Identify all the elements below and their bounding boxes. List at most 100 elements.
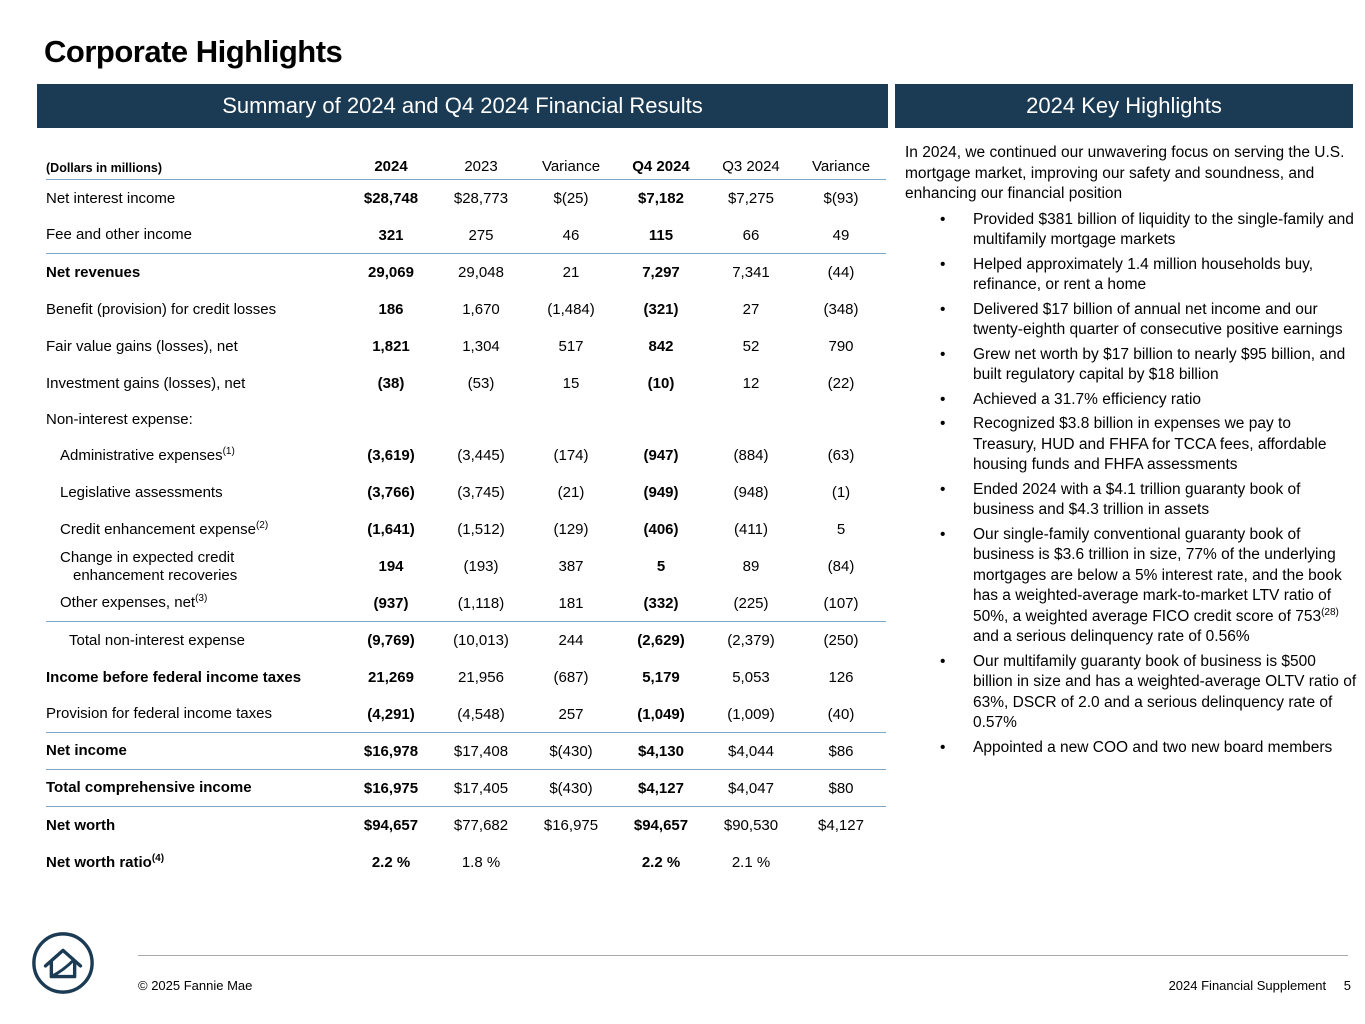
cell-value: (947) xyxy=(643,447,679,464)
column-header: Q3 2024 xyxy=(722,158,780,175)
cell-value: (129) xyxy=(553,521,589,538)
row-label: Net worth ratio(4) xyxy=(46,852,165,871)
cell-value: (3,619) xyxy=(367,447,415,464)
cell-value: 49 xyxy=(832,226,850,244)
cell-value: $77,682 xyxy=(453,817,509,834)
cell-value: 194 xyxy=(378,558,404,575)
cell-value: 244 xyxy=(558,632,584,649)
cell-value: 517 xyxy=(558,338,584,355)
summary-header-label: Summary of 2024 and Q4 2024 Financial Re… xyxy=(222,93,703,118)
cell-value: (1,049) xyxy=(637,705,685,723)
table-row: Benefit (provision) for credit losses 186… xyxy=(46,291,886,328)
row-label: Net worth xyxy=(46,816,116,834)
highlight-item: Our single-family conventional guaranty … xyxy=(940,525,1357,648)
cell-value: (937) xyxy=(373,594,409,612)
highlight-item: Appointed a new COO and two new board me… xyxy=(940,738,1357,759)
cell-value: 52 xyxy=(742,338,760,355)
table-row: Income before federal income taxes 21,269… xyxy=(46,659,886,696)
highlight-item: Our multifamily guaranty book of busines… xyxy=(940,652,1357,734)
highlights-header-label: 2024 Key Highlights xyxy=(1026,93,1222,118)
cell-value: (84) xyxy=(827,558,855,575)
cell-value: (321) xyxy=(643,301,679,318)
cell-value: $28,748 xyxy=(363,190,419,207)
cell-value: $16,975 xyxy=(543,817,599,834)
footer-right: 2024 Financial Supplement 5 xyxy=(1169,978,1351,993)
cell-value: $4,130 xyxy=(638,742,684,760)
cell-value: 1,304 xyxy=(462,338,500,355)
cell-value: (1,009) xyxy=(727,705,775,723)
financial-table-body: Net interest income $28,748 $28,773 $(25) $7… xyxy=(46,180,886,881)
cell-value: (1,641) xyxy=(367,521,415,538)
row-label: Benefit (provision) for credit losses xyxy=(46,300,277,318)
cell-value: (22) xyxy=(827,375,855,392)
cell-value: $(430) xyxy=(549,742,593,760)
cell-value: 89 xyxy=(742,558,760,575)
cell-value: 321 xyxy=(378,226,404,244)
row-label: Other expenses, net(3) xyxy=(60,593,208,612)
cell-value: $7,275 xyxy=(728,190,774,207)
highlights-panel: In 2024, we continued our unwavering foc… xyxy=(895,143,1357,762)
cell-value: 21,956 xyxy=(458,669,504,686)
cell-value: 257 xyxy=(558,705,584,723)
cell-value: $90,530 xyxy=(723,817,779,834)
cell-value: $(430) xyxy=(549,779,593,797)
highlight-item: Helped approximately 1.4 million househo… xyxy=(940,255,1357,296)
cell-value: 790 xyxy=(828,338,854,355)
row-label: Fair value gains (losses), net xyxy=(46,337,238,355)
cell-value: (10,013) xyxy=(453,632,509,649)
highlight-item: Recognized $3.8 billion in expenses we p… xyxy=(940,414,1357,476)
highlight-item: Ended 2024 with a $4.1 trillion guaranty… xyxy=(940,480,1357,521)
footer-divider xyxy=(138,955,1348,956)
row-label: Administrative expenses(1) xyxy=(60,445,235,464)
row-label: Credit enhancement expense(2) xyxy=(60,519,269,538)
cell-value: 5 xyxy=(656,558,666,575)
summary-header-bar: Summary of 2024 and Q4 2024 Financial Re… xyxy=(37,84,888,128)
cell-value: $4,047 xyxy=(728,779,774,797)
cell-value: 126 xyxy=(828,669,854,686)
row-label: Total non-interest expense xyxy=(69,631,245,649)
cell-value: 7,341 xyxy=(732,264,770,281)
cell-value: 21 xyxy=(562,264,580,281)
cell-value: $80 xyxy=(828,779,854,797)
table-row: Investment gains (losses), net (38) (53) 15… xyxy=(46,365,886,402)
cell-value: $(93) xyxy=(823,190,859,207)
table-row: Fair value gains (losses), net 1,821 1,304… xyxy=(46,328,886,365)
cell-value: (250) xyxy=(823,632,859,649)
row-label: Legislative assessments xyxy=(60,483,223,501)
cell-value: $94,657 xyxy=(633,817,689,834)
table-row: Change in expected credit enhancement rec… xyxy=(46,548,886,585)
cell-value: $17,408 xyxy=(453,742,509,760)
cell-value: (40) xyxy=(827,705,855,723)
cell-value: $28,773 xyxy=(453,190,509,207)
row-label: Change in expected credit enhancement rec… xyxy=(60,549,238,584)
cell-value: (63) xyxy=(827,447,855,464)
column-header: 2024 xyxy=(374,158,408,175)
cell-value: 275 xyxy=(468,226,494,244)
table-row: Total non-interest expense (9,769) (10,013… xyxy=(46,622,886,659)
cell-value: $4,127 xyxy=(638,779,684,797)
cell-value: (4,291) xyxy=(367,705,415,723)
page-number: 5 xyxy=(1343,978,1351,993)
cell-value: 5,053 xyxy=(732,669,770,686)
highlight-item: Provided $381 billion of liquidity to th… xyxy=(940,210,1357,251)
highlights-list: Provided $381 billion of liquidity to th… xyxy=(940,210,1357,759)
cell-value: (1,118) xyxy=(457,594,505,612)
cell-value: 115 xyxy=(648,226,674,244)
cell-value: (44) xyxy=(827,264,855,281)
cell-value: 46 xyxy=(562,226,580,244)
cell-value: 12 xyxy=(742,375,760,392)
table-row: Provision for federal income taxes (4,291… xyxy=(46,696,886,733)
cell-value: (53) xyxy=(467,375,495,392)
row-label: Total comprehensive income xyxy=(46,779,252,797)
cell-value: (411) xyxy=(734,521,768,538)
cell-value: (884) xyxy=(733,447,769,464)
cell-value: 181 xyxy=(558,594,584,612)
copyright-text: © 2025 Fannie Mae xyxy=(138,978,253,993)
cell-value: (406) xyxy=(643,521,679,538)
row-label: Non-interest expense: xyxy=(46,410,193,428)
table-row: Net worth ratio(4) 2.2 % 1.8 % 2.2 % 2.1 % xyxy=(46,844,886,881)
row-label: Provision for federal income taxes xyxy=(46,705,272,723)
cell-value: 842 xyxy=(648,338,674,355)
cell-value: (174) xyxy=(553,447,589,464)
cell-value: (1,512) xyxy=(457,521,505,538)
